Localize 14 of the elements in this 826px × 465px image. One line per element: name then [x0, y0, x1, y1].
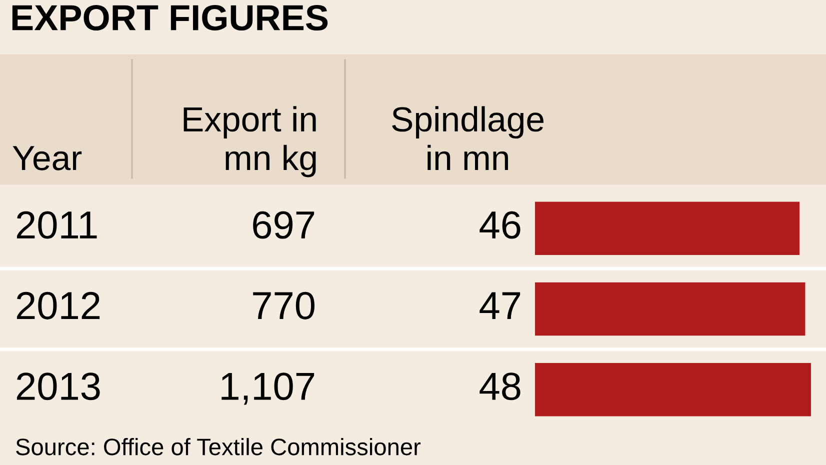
text: EXPORT FIGURES [12, 4, 328, 31]
text: Year [12, 146, 82, 170]
text: 697 [253, 211, 314, 239]
y-tick-label: 2011 [16, 211, 97, 239]
text: Export in mn kg [184, 106, 316, 178]
series-label: Spindlage in mn [392, 106, 544, 170]
y-tick-label: 2012 [16, 292, 100, 320]
data-label: 47 [480, 292, 520, 320]
data-label: 48 [480, 372, 520, 400]
text: 770 [253, 292, 314, 320]
y-tick-label: 2013 [16, 372, 100, 400]
data-label: 46 [480, 211, 520, 239]
source-note: Source: Office of Textile Commissioner [16, 438, 421, 456]
text: 1,107 [222, 372, 314, 405]
